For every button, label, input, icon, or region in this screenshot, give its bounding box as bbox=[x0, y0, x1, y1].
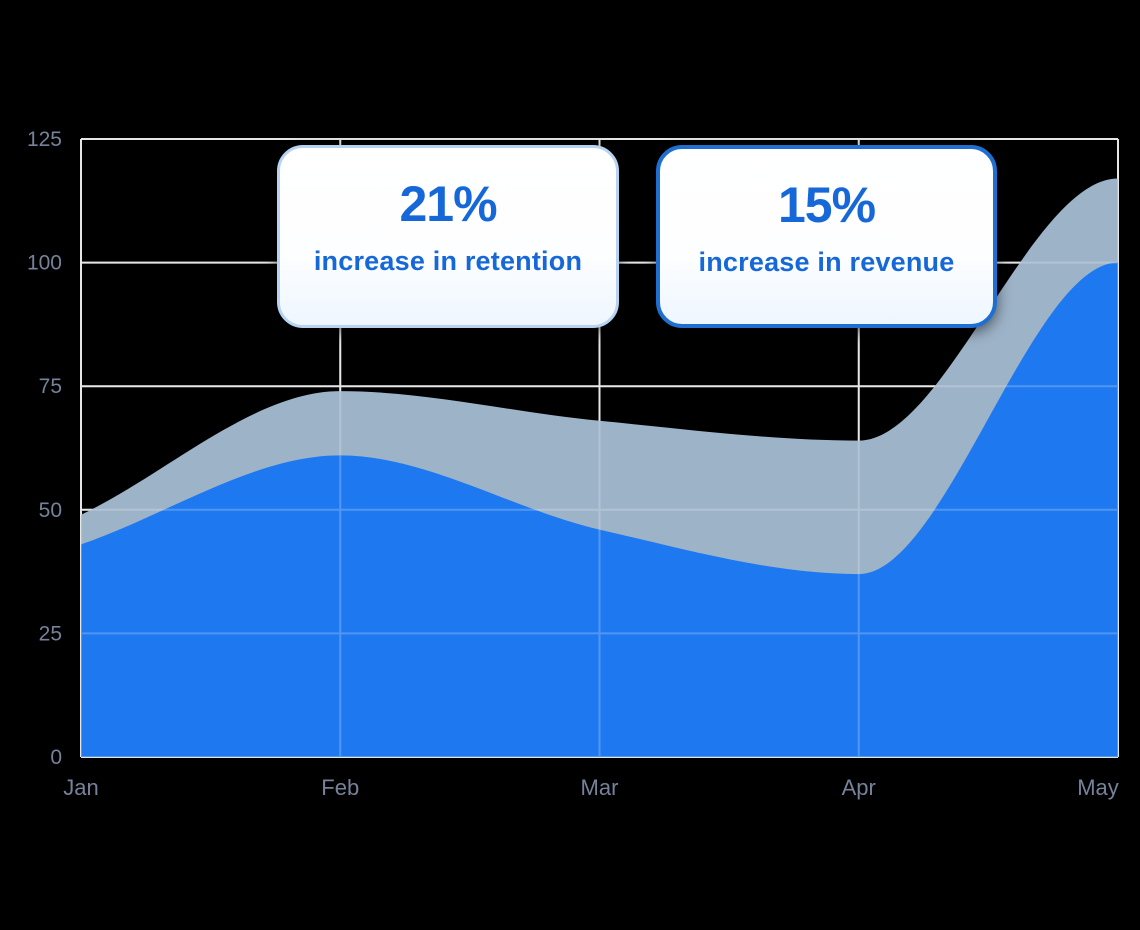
stat-card-revenue: 15% increase in revenue bbox=[656, 145, 997, 328]
y-tick-label: 125 bbox=[27, 128, 62, 151]
x-tick-label: Apr bbox=[842, 775, 876, 800]
y-tick-label: 25 bbox=[39, 622, 62, 645]
retention-stat-value: 21% bbox=[399, 176, 497, 232]
y-tick-label: 0 bbox=[50, 746, 62, 769]
revenue-stat-label: increase in revenue bbox=[698, 247, 955, 277]
area-blue-area bbox=[81, 262, 1118, 757]
y-tick-label: 50 bbox=[39, 499, 62, 522]
x-tick-label: Jan bbox=[63, 775, 98, 800]
revenue-stat-value: 15% bbox=[777, 177, 876, 233]
y-tick-label: 75 bbox=[39, 375, 62, 398]
retention-stat-label: increase in retention bbox=[313, 246, 583, 276]
y-tick-label: 100 bbox=[27, 252, 62, 275]
x-tick-label: May bbox=[1077, 775, 1119, 800]
x-tick-label: Feb bbox=[321, 775, 359, 800]
x-tick-label: Mar bbox=[581, 775, 619, 800]
stat-card-retention: 21% increase in retention bbox=[277, 145, 619, 328]
